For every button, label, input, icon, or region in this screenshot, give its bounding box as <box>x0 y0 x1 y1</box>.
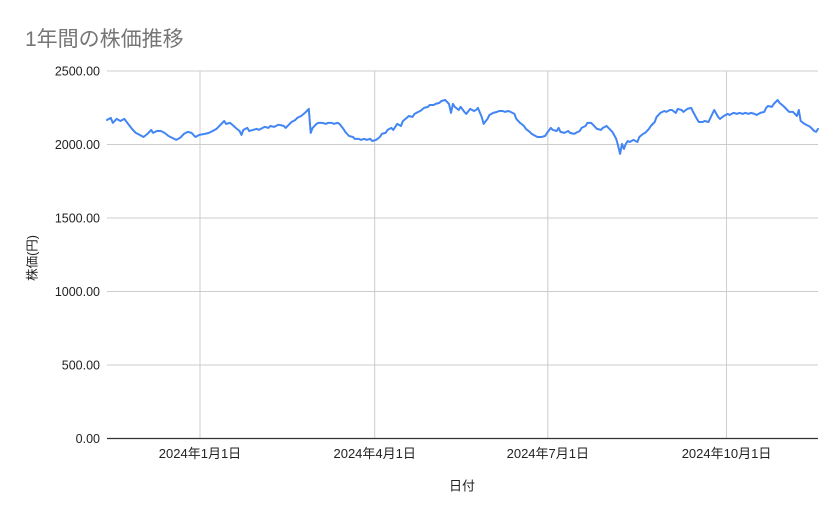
y-tick-label: 1500.00 <box>55 212 100 226</box>
y-tick-label: 2000.00 <box>55 138 100 152</box>
x-axis-title: 日付 <box>448 478 476 494</box>
y-tick-label: 0.00 <box>76 432 100 446</box>
price-line <box>106 99 819 155</box>
x-tick-label: 2024年1月1日 <box>159 446 241 461</box>
chart-title: 1年間の株価推移 <box>25 28 184 51</box>
y-tick-label: 2500.00 <box>55 65 100 79</box>
y-tick-label: 500.00 <box>62 359 100 373</box>
y-tick-label: 1000.00 <box>55 285 100 299</box>
x-tick-label: 2024年10月1日 <box>682 446 772 461</box>
x-tick-label: 2024年7月1日 <box>507 446 589 461</box>
x-tick-label: 2024年4月1日 <box>333 446 415 461</box>
